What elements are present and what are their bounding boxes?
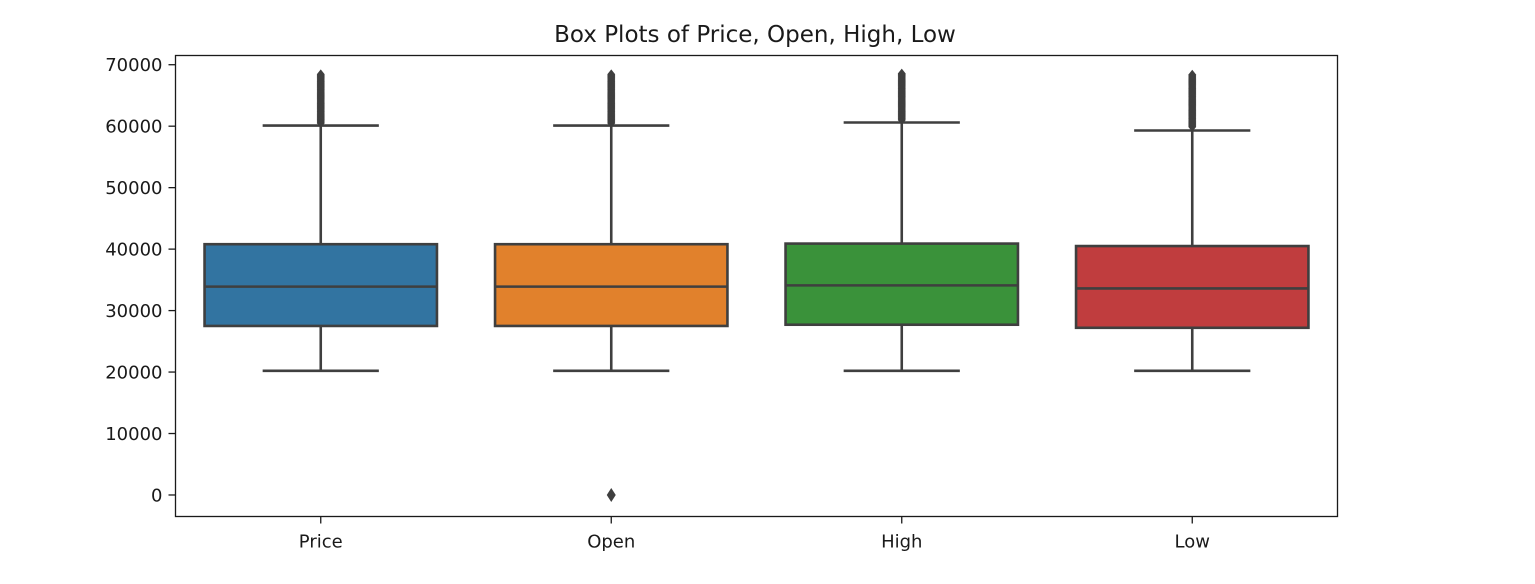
box-price <box>203 242 439 328</box>
outlier-cluster <box>607 69 616 129</box>
y-tick-label: 20000 <box>105 363 162 384</box>
y-tick-label: 40000 <box>105 240 162 261</box>
outlier-point <box>607 69 616 80</box>
x-tick-label: High <box>881 532 922 553</box>
y-tick-label: 50000 <box>105 178 162 199</box>
outlier-cluster <box>1188 69 1197 132</box>
chart-title: Box Plots of Price, Open, High, Low <box>554 22 956 48</box>
y-tick-label: 0 <box>151 485 162 506</box>
y-tick-label: 30000 <box>105 301 162 322</box>
x-axis: Price Open High Low <box>299 516 1210 553</box>
outlier-cluster <box>316 69 325 129</box>
outlier-point <box>606 487 616 502</box>
box-low <box>1074 244 1310 330</box>
box-group-open <box>493 69 729 502</box>
y-tick-label: 10000 <box>105 424 162 445</box>
outlier-cluster <box>897 68 906 126</box>
y-tick-label: 60000 <box>105 117 162 138</box>
box-group-low <box>1074 69 1310 373</box>
y-tick-label: 70000 <box>105 55 162 76</box>
box-group-high <box>784 68 1020 373</box>
axes-frame <box>174 54 1339 518</box>
box-open <box>493 242 729 328</box>
x-tick-label: Open <box>587 532 635 553</box>
x-tick-label: Low <box>1175 532 1210 553</box>
outlier-point <box>897 68 906 79</box>
outlier-point <box>1188 69 1197 80</box>
box-group-price <box>203 69 439 373</box>
x-tick-label: Price <box>299 532 343 553</box>
plot-area <box>203 68 1310 502</box>
y-axis: 0 10000 20000 30000 40000 50000 60000 70000 <box>105 55 176 506</box>
outlier-point <box>316 69 325 80</box>
